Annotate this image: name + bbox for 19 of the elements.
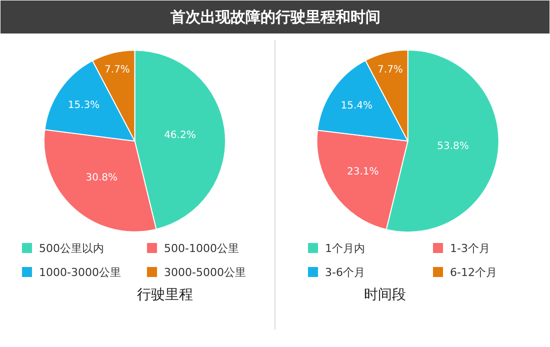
legend-label: 1000-3000公里 — [39, 266, 121, 279]
legend-label: 500-1000公里 — [164, 242, 239, 255]
legend-label: 3000-5000公里 — [164, 266, 246, 279]
data-label: 15.3% — [68, 100, 100, 112]
data-label: 15.4% — [340, 100, 373, 112]
data-label: 23.1% — [346, 166, 379, 178]
data-label: 30.8% — [86, 172, 118, 184]
data-label: 7.7% — [378, 64, 403, 76]
data-label: 53.8% — [437, 140, 469, 152]
legend-label: 1个月内 — [325, 242, 365, 255]
data-label: 46.2% — [164, 130, 196, 142]
legend-label: 500公里以内 — [39, 242, 104, 255]
legend-label: 3-6个月 — [325, 266, 365, 279]
text: 行驶里程 — [137, 287, 193, 303]
legend-label: 6-12个月 — [450, 266, 497, 279]
text: 首次出现故障的行驶里程和时间 — [170, 8, 380, 26]
text: 时间段 — [364, 287, 406, 303]
legend-label: 1-3个月 — [450, 242, 490, 255]
data-label: 7.7% — [104, 64, 130, 76]
